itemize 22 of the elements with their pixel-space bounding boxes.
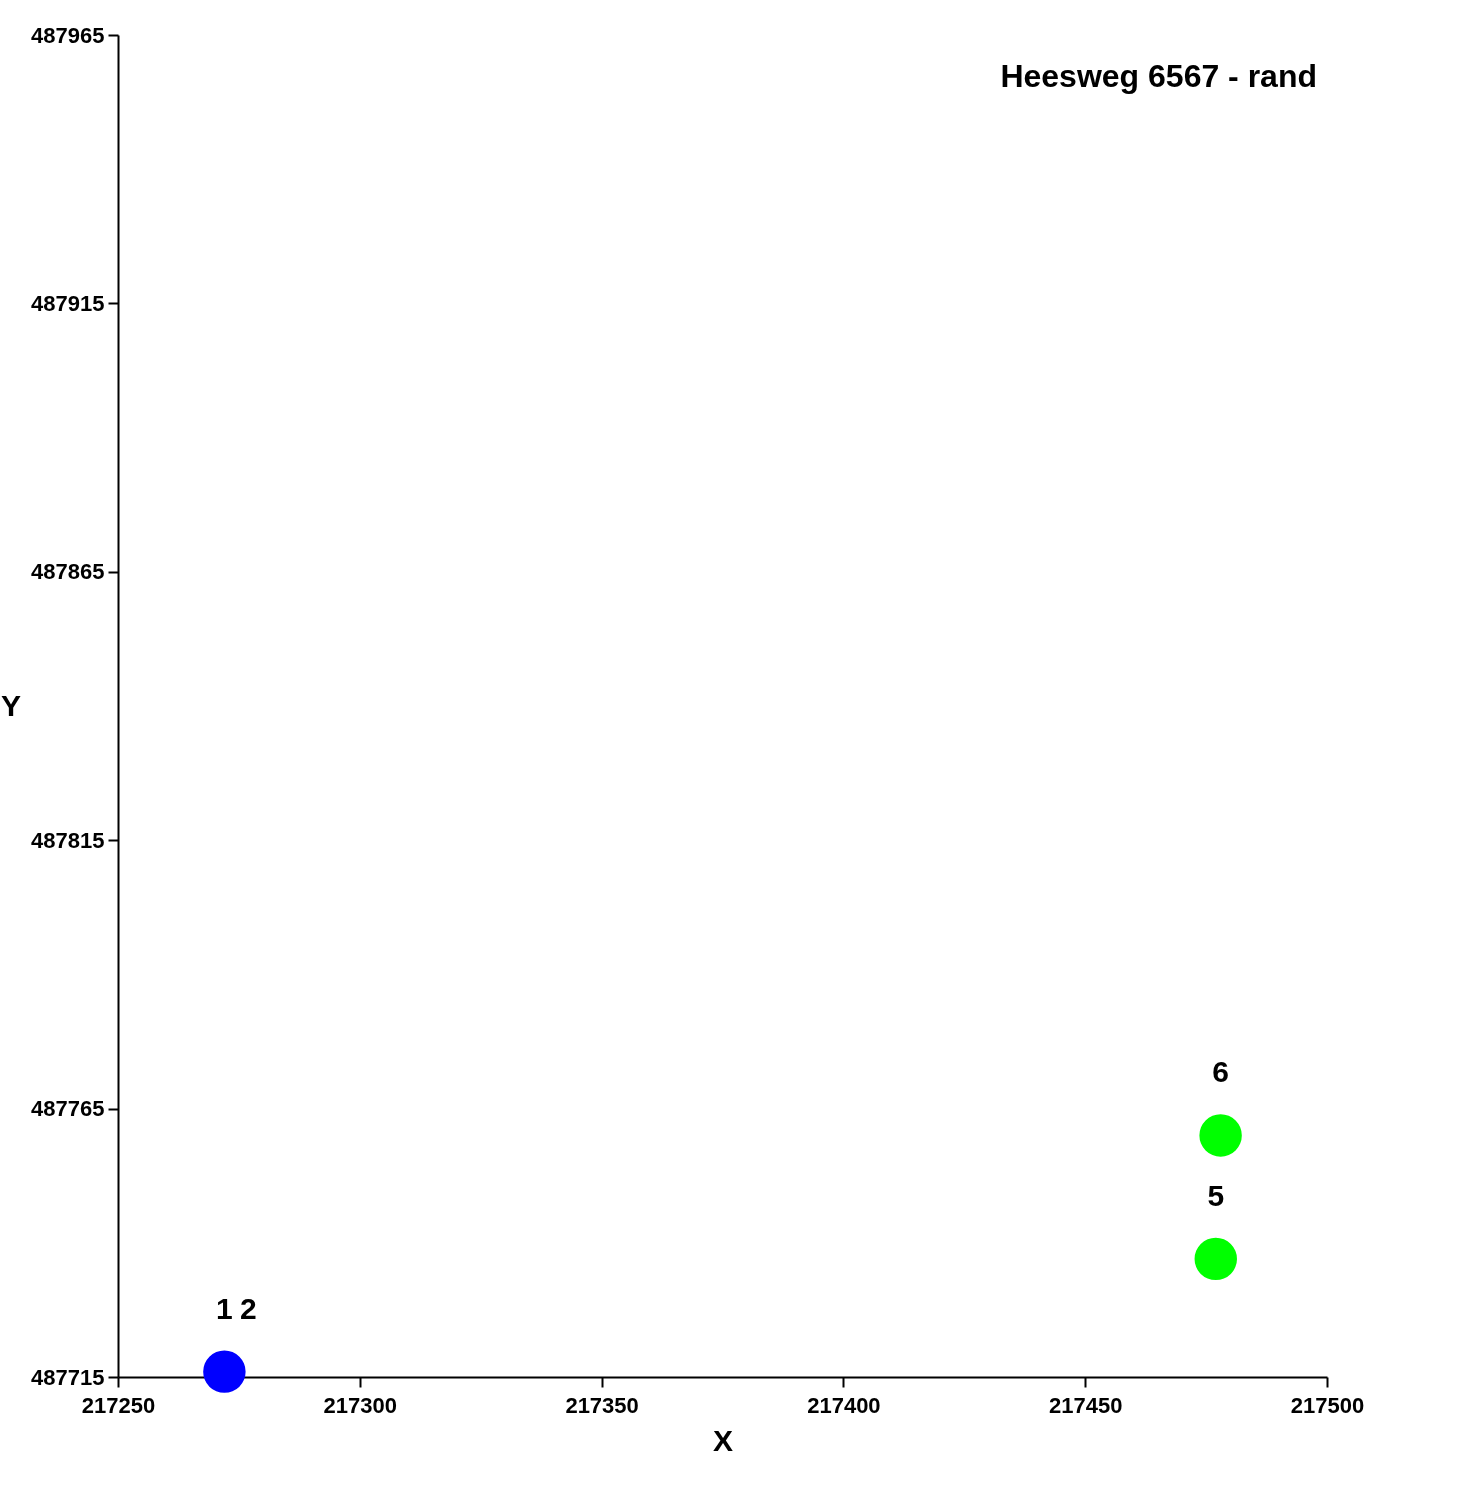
point bbox=[1199, 1114, 1242, 1157]
point bbox=[1194, 1237, 1237, 1281]
point bbox=[203, 1350, 246, 1393]
x-tick-label: 217450 bbox=[1048, 1392, 1123, 1418]
x-tick-label: 217300 bbox=[323, 1392, 398, 1418]
annotation: 1 bbox=[216, 1291, 233, 1325]
annotation: 5 bbox=[1207, 1178, 1225, 1212]
x-tick-label: 217350 bbox=[565, 1392, 639, 1418]
text: Heesweg 6567 - rand bbox=[1000, 58, 1317, 94]
y-tick-label: 487865 bbox=[31, 559, 105, 585]
y-tick-label: 487765 bbox=[31, 1096, 105, 1122]
annotation: 2 bbox=[240, 1291, 257, 1325]
y-tick-label: 487715 bbox=[31, 1364, 105, 1390]
y-tick-label: 487815 bbox=[31, 827, 105, 853]
x-axis-title: X bbox=[712, 1423, 734, 1457]
annotation: 6 bbox=[1212, 1055, 1229, 1089]
x-tick-label: 217250 bbox=[81, 1392, 156, 1418]
x-tick-label: 217400 bbox=[807, 1392, 881, 1418]
y-axis-title: Y bbox=[1, 688, 22, 722]
y-tick-label: 487915 bbox=[31, 290, 105, 316]
x-tick-label: 217500 bbox=[1290, 1392, 1365, 1418]
y-tick-label: 487965 bbox=[31, 22, 105, 48]
